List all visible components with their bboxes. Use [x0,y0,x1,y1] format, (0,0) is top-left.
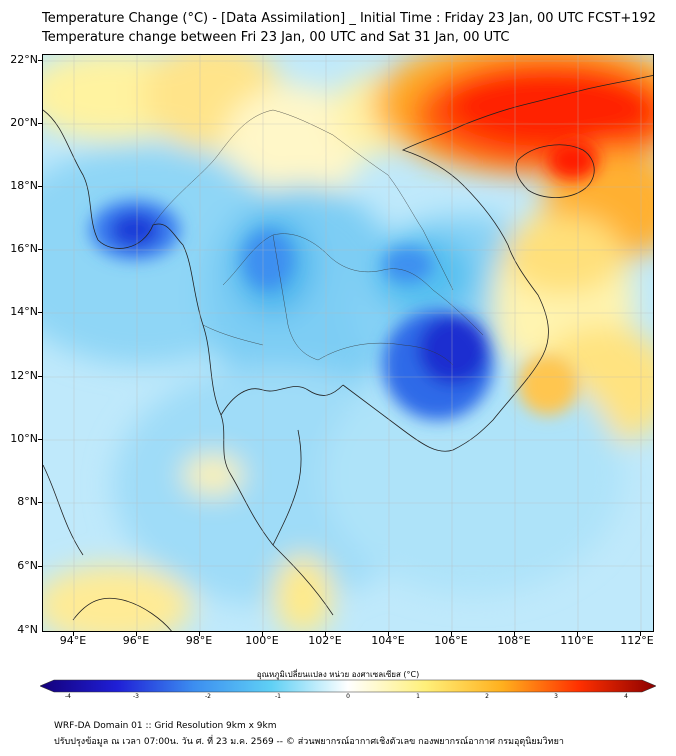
lon-label: 98°E [185,634,213,647]
lat-tick [38,60,42,61]
map-title-line1: Temperature Change (°C) - [Data Assimila… [42,11,657,26]
lon-tick [577,632,578,636]
colorbar-tick: 0 [346,693,350,700]
lat-tick [38,566,42,567]
lat-label: 4°N [17,623,38,636]
graticule [43,55,653,631]
lon-tick [73,632,74,636]
lon-label: 112°E [620,634,654,647]
lat-label: 10°N [10,432,38,445]
footer-credit: ปรับปรุงข้อมูล ณ เวลา 07:00น. วัน ศ. ที่… [54,737,564,747]
lon-label: 94°E [59,634,87,647]
lat-label: 16°N [10,242,38,255]
lon-label: 110°E [560,634,594,647]
lat-label: 6°N [17,559,38,572]
lat-tick [38,376,42,377]
borders [152,109,484,366]
lat-tick [38,249,42,250]
lat-label: 20°N [10,116,38,129]
lat-tick [38,502,42,503]
lon-label: 104°E [371,634,405,647]
lat-tick [38,439,42,440]
colorbar-tick: -2 [205,693,211,700]
colorbar-tick: 4 [624,693,628,700]
cold-anomalies [90,140,598,420]
lat-tick [38,312,42,313]
colorbar-tick: -1 [275,693,281,700]
map-title-line2: Temperature change between Fri 23 Jan, 0… [42,30,510,45]
colorbar-tick: 2 [485,693,489,700]
lat-label: 14°N [10,305,38,318]
colorbar-tick: 3 [554,693,558,700]
colorbar-tick: 1 [416,693,420,700]
colorbar-bar [40,679,656,693]
lat-label: 18°N [10,179,38,192]
map-canvas [43,55,653,631]
lon-tick [388,632,389,636]
temperature-change-map [42,54,654,632]
lat-tick [38,123,42,124]
lon-label: 102°E [308,634,342,647]
colorbar-title: อุณหภูมิเปลี่ยนแปลง หน่วย องศาเซลเซียส (… [256,670,420,679]
lat-tick [38,186,42,187]
lon-tick [451,632,452,636]
lon-tick [325,632,326,636]
colorbar [40,679,656,693]
lon-tick [199,632,200,636]
lon-tick [136,632,137,636]
colorbar-tick: -4 [65,693,71,700]
lon-tick [262,632,263,636]
lon-label: 96°E [122,634,150,647]
footer-model-info: WRF-DA Domain 01 :: Grid Resolution 9km … [54,721,277,731]
lat-label: 22°N [10,53,38,66]
colorbar-tick: -3 [133,693,139,700]
coastlines [43,75,653,631]
lon-label: 106°E [434,634,468,647]
lat-label: 12°N [10,369,38,382]
lat-label: 8°N [17,495,38,508]
lon-label: 100°E [245,634,279,647]
lon-label: 108°E [497,634,531,647]
lon-tick [640,632,641,636]
lon-tick [514,632,515,636]
